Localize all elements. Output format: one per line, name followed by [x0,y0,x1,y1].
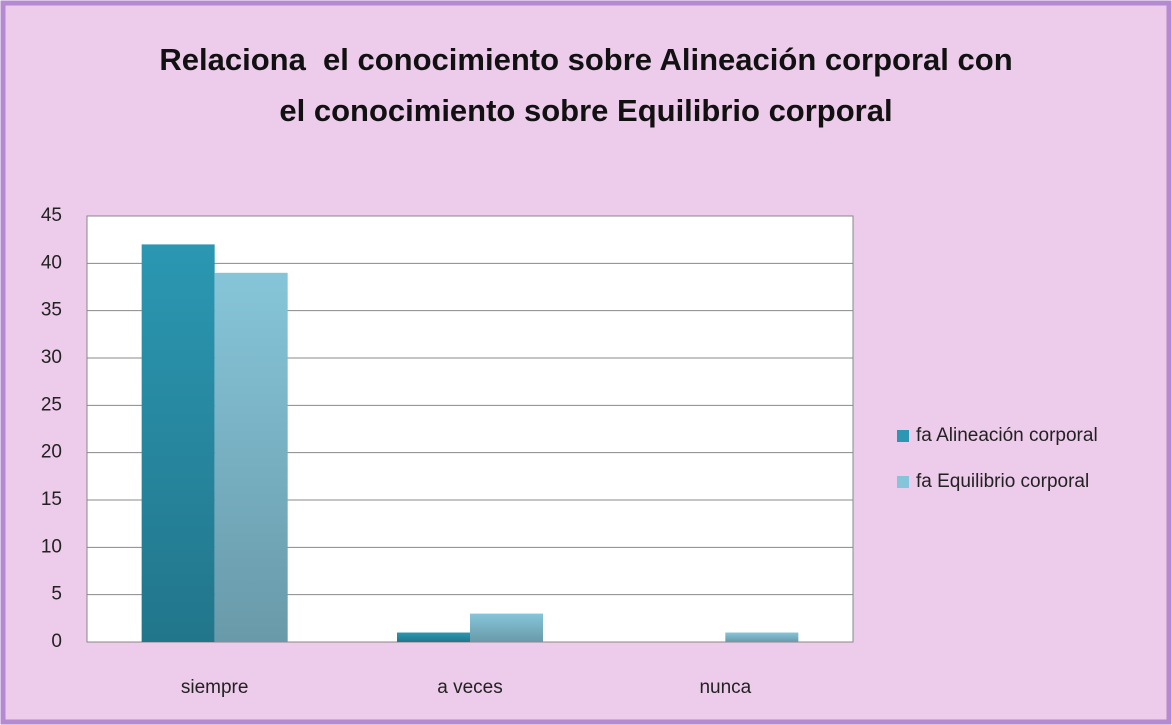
x-tick-label: nunca [699,677,751,698]
y-tick-label: 5 [51,584,62,605]
chart-title: Relaciona el conocimiento sobre Alineaci… [159,42,1022,128]
legend-swatch [897,476,909,488]
legend-label: fa Equilibrio corporal [916,471,1089,492]
y-tick-label: 40 [41,252,62,273]
bar-shade [141,244,215,642]
legend-label: fa Alineación corporal [916,425,1098,446]
y-tick-label: 35 [41,300,62,321]
y-tick-label: 25 [41,394,62,415]
y-tick-label: 20 [41,442,62,463]
y-tick-label: 45 [41,205,62,226]
x-tick-label: a veces [437,677,502,698]
y-tick-label: 0 [51,631,62,652]
bar-shade [725,632,799,642]
y-tick-label: 30 [41,347,62,368]
bar-shade [397,632,470,642]
bar-shade [214,272,288,642]
x-tick-label: siempre [181,677,249,698]
legend-swatch [897,430,909,442]
y-tick-label: 15 [41,489,62,510]
y-tick-label: 10 [41,536,62,557]
bar-shade [470,613,543,642]
